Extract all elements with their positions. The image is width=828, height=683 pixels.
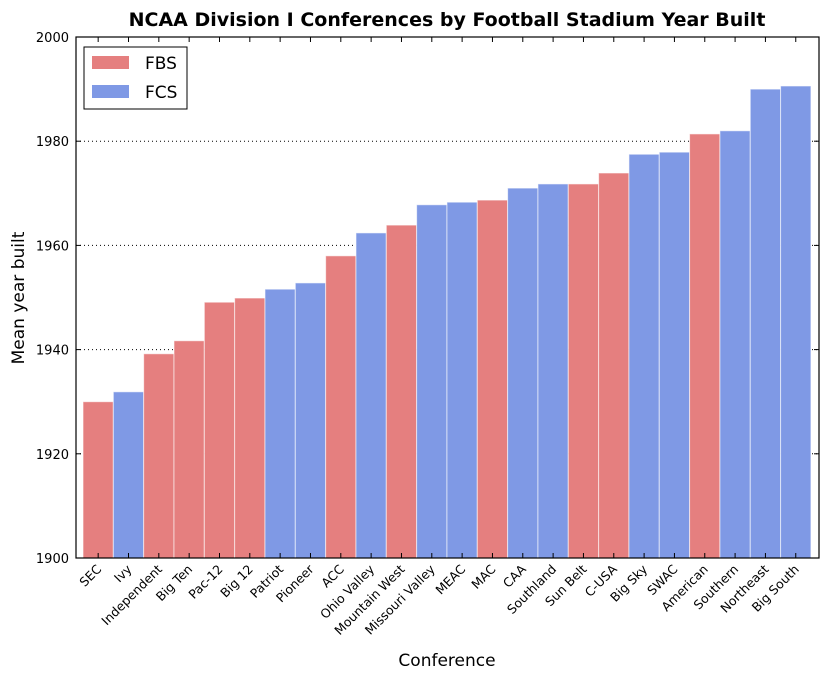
x-tick-label: Ivy (111, 561, 135, 585)
legend-label-fbs: FBS (145, 54, 177, 74)
bar-big-ten (173, 340, 205, 559)
legend-label-fcs: FCS (145, 83, 177, 103)
bar-northeast (749, 88, 782, 559)
bar-southern (719, 130, 751, 559)
bar-southland (537, 183, 569, 559)
bar-ohio-valley (355, 232, 387, 559)
bar-c-usa (598, 172, 630, 559)
bar-american (689, 133, 721, 559)
y-tick-label: 1920 (36, 448, 69, 463)
bar-big-12 (234, 297, 266, 559)
bar-pioneer (294, 282, 327, 559)
x-tick-label: MAC (468, 561, 498, 591)
y-tick-label: 1980 (36, 135, 69, 150)
y-tick-label: 1900 (36, 552, 69, 567)
bar-missouri-valley (416, 204, 448, 559)
legend: FBS FCS (83, 46, 188, 110)
x-tick-label: SEC (76, 561, 104, 589)
bar-sun-belt (567, 183, 600, 559)
bar-meac (446, 201, 478, 559)
bar-independent (143, 353, 175, 559)
bar-patriot (264, 288, 296, 559)
chart-title: NCAA Division I Conferences by Football … (129, 9, 766, 31)
legend-swatch-fcs (92, 85, 129, 98)
plot-frame (75, 36, 820, 559)
bar-caa (507, 187, 539, 559)
x-axis-label: Conference (398, 651, 495, 671)
bar-big-sky (628, 153, 660, 559)
bar-mac (476, 199, 509, 559)
bar-swac (658, 151, 691, 559)
y-tick-label: 1940 (36, 344, 69, 359)
x-tick-label: MEAC (432, 561, 468, 597)
y-tick-label: 1960 (36, 239, 69, 254)
bar-sec (82, 401, 114, 559)
legend-swatch-fbs (92, 56, 129, 69)
y-axis-label: Mean year built (9, 231, 29, 364)
y-tick-label: 2000 (36, 31, 69, 46)
bar-ivy (112, 391, 145, 559)
bar-big-south (780, 85, 812, 559)
bar-mountain-west (385, 224, 418, 559)
bar-pac-12 (203, 301, 236, 559)
x-tick-label: Pac-12 (185, 562, 225, 602)
bar-acc (325, 255, 357, 559)
